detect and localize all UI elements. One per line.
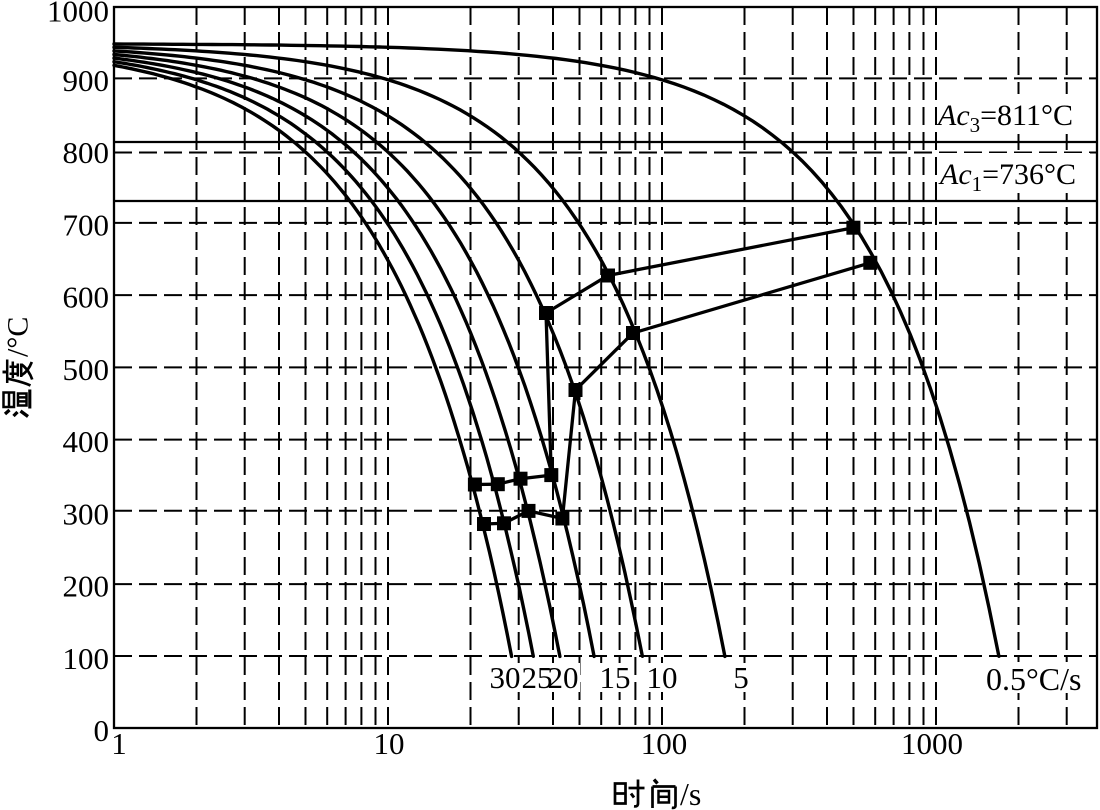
svg-text:100: 100: [63, 641, 110, 676]
svg-text:25: 25: [522, 660, 553, 695]
svg-text:15: 15: [600, 660, 631, 695]
svg-text:100: 100: [641, 726, 688, 761]
svg-text:400: 400: [63, 424, 110, 459]
svg-text:1000: 1000: [47, 0, 109, 29]
svg-text:30: 30: [490, 660, 521, 695]
svg-text:5: 5: [733, 660, 749, 695]
svg-text:300: 300: [63, 496, 110, 531]
svg-text:Ac1=736°C: Ac1=736°C: [938, 158, 1076, 196]
svg-text:Ac3=811°C: Ac3=811°C: [936, 99, 1073, 137]
svg-text:/s: /s: [680, 776, 701, 810]
svg-text:10: 10: [374, 726, 405, 761]
svg-text:10: 10: [647, 660, 678, 695]
svg-text:0.5°C/s: 0.5°C/s: [986, 661, 1081, 697]
svg-text:900: 900: [63, 63, 110, 98]
svg-text:1: 1: [111, 726, 127, 761]
svg-text:20: 20: [548, 660, 579, 695]
svg-text:800: 800: [63, 135, 110, 170]
svg-text:/°C: /°C: [2, 317, 35, 357]
svg-text:200: 200: [63, 569, 110, 604]
svg-text:600: 600: [63, 280, 110, 315]
svg-text:1000: 1000: [901, 726, 963, 761]
svg-text:500: 500: [63, 352, 110, 387]
svg-text:0: 0: [94, 713, 110, 748]
svg-text:700: 700: [63, 207, 110, 242]
